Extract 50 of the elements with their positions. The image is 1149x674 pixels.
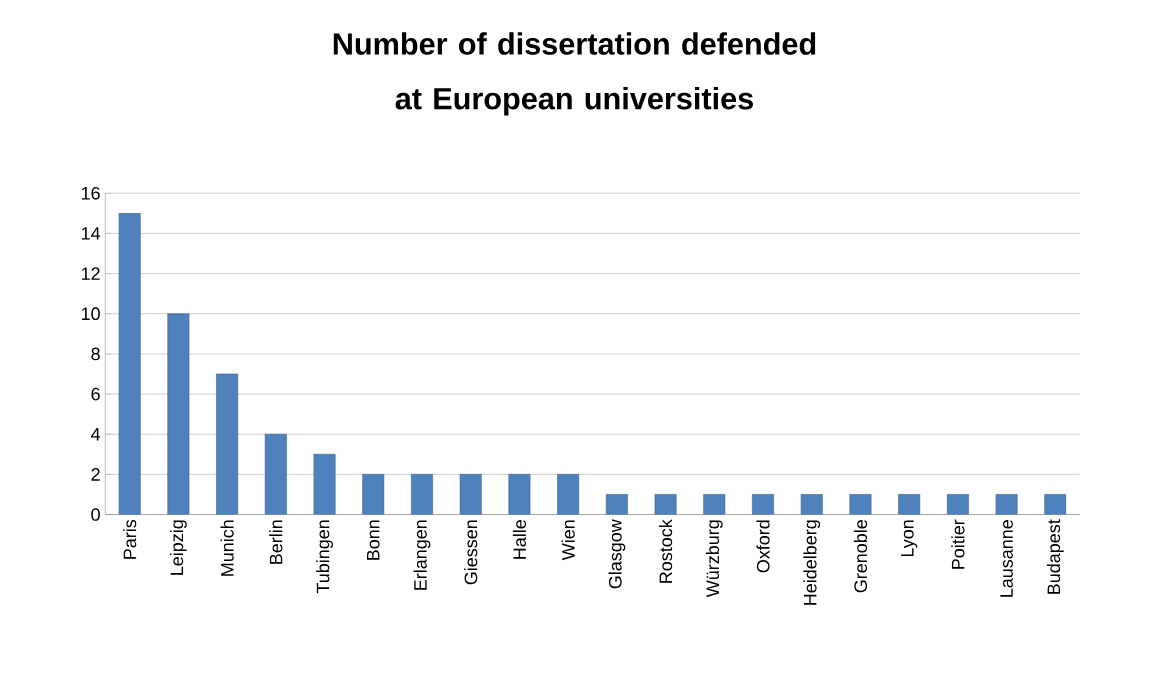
- y-tick-label: 4: [91, 428, 101, 441]
- y-tick-label: 12: [81, 267, 100, 280]
- bar: [605, 494, 628, 515]
- y-tick-label: 14: [81, 227, 101, 240]
- x-tick-label: Wien: [561, 520, 575, 561]
- x-tick-label: Budapest: [1046, 519, 1064, 594]
- y-tick-label: 8: [91, 347, 100, 361]
- x-tick-label: Berlin: [269, 520, 283, 564]
- bar: [946, 494, 969, 515]
- x-tick-label: Oxford: [756, 520, 770, 573]
- bar: [752, 494, 774, 515]
- x-tick-label: Bonn: [366, 520, 380, 560]
- x-tick-label: Erlangen: [413, 520, 431, 590]
- y-tick-label: 10: [81, 307, 100, 321]
- bar: [654, 494, 677, 515]
- bar: [459, 474, 482, 515]
- y-tick-label: 2: [91, 468, 100, 481]
- x-tick-label: Tubingen: [316, 520, 333, 594]
- x-tick-label: Grenoble: [853, 520, 868, 593]
- bar: [411, 474, 433, 515]
- x-tick-label: Lausanne: [1000, 520, 1013, 597]
- bar: [508, 474, 531, 515]
- y-tick-label: 6: [91, 387, 100, 401]
- bar: [898, 494, 921, 515]
- bar: [800, 494, 823, 515]
- x-tick-label: Giessen: [464, 520, 478, 585]
- bar: [313, 454, 336, 515]
- x-tick-label: Poitier: [951, 519, 965, 569]
- x-tick-label: Rostock: [658, 519, 673, 583]
- x-tick-label: Glasgow: [608, 519, 626, 589]
- x-tick-label: Würzburg: [705, 520, 723, 598]
- x-tick-label: Paris: [123, 519, 137, 559]
- bar: [849, 494, 872, 515]
- chart-title: Number of dissertation defended at European universities: [333, 32, 816, 116]
- y-tick-label: 0: [91, 508, 100, 521]
- x-tick-label: Halle: [512, 520, 527, 559]
- x-tick-label: Heidelberg: [803, 520, 821, 605]
- bar: [167, 313, 190, 515]
- bar: [703, 494, 726, 515]
- y-tick-label: 16: [81, 187, 100, 200]
- bar: [118, 213, 141, 515]
- x-tick-label: Lyon: [901, 520, 918, 557]
- bar: [362, 474, 385, 515]
- bar: [1044, 494, 1067, 515]
- x-tick-label: Munich: [220, 520, 234, 576]
- x-tick-label: Leipzig: [169, 520, 187, 575]
- bar: [264, 434, 287, 515]
- bar: [995, 494, 1018, 515]
- bar: [557, 474, 580, 515]
- bar: [216, 373, 239, 515]
